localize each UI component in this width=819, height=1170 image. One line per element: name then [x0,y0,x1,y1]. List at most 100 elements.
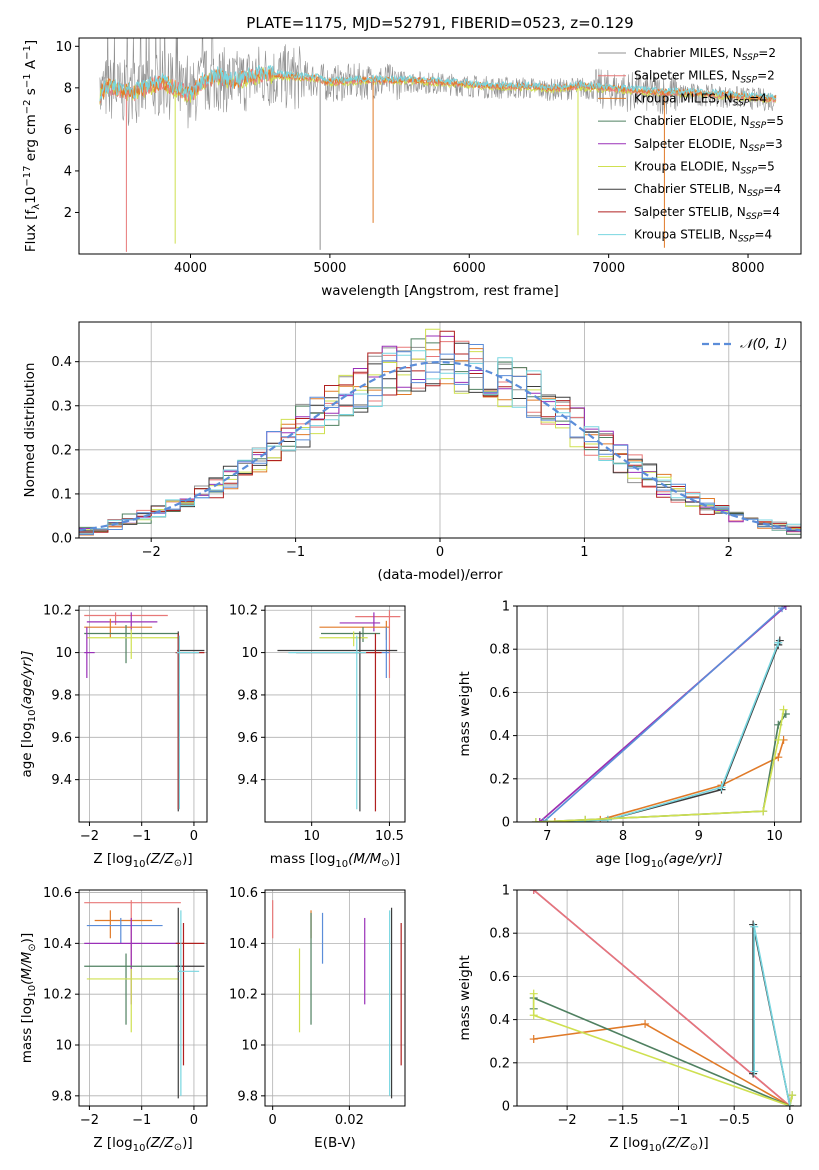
weight-marker [531,818,540,822]
label-part: λ [31,204,42,210]
x-tick-label: 0 [190,829,198,844]
plot-area [79,328,801,536]
panel-spectrum: 4000 5000 6000 7000 8000 2 4 6 8 10 wavelength [An… [22,37,802,299]
spectrum-model-line [99,65,777,102]
legend-label-suffix: =2 [758,46,776,60]
y-axis-label: mass [log10(M/M⊙)] [19,933,38,1063]
x-tick-label: −1 [669,1113,688,1128]
label-part: 10 [133,1143,146,1154]
legend-label-suffix: =5 [757,160,775,174]
y-tick-label: 0 [502,1100,510,1115]
label-part: (Z/Z [661,1135,690,1151]
y-axis-label: mass weight [457,955,473,1040]
y-tick-label: 0.0 [51,532,72,547]
axes-frame [78,37,802,255]
x-axis-label: Z [log10(Z/Z⊙)] [93,851,192,870]
y-tick-label: 0 [502,816,510,831]
x-tick-label: 0 [786,1113,794,1128]
legend-label: Salpeter STELIB, NSSP=4 [634,205,780,222]
x-tick-label: −1 [132,1113,151,1128]
label-part: 10 [133,859,146,870]
weight-marker [529,890,538,894]
legend-label: Chabrier ELODIE, NSSP=5 [634,114,784,131]
y-tick-label: 0.6 [489,970,510,985]
x-tick-label: 4000 [174,261,207,276]
normal-curve [79,360,801,532]
x-tick-label: −1 [286,545,305,560]
label-part: s [23,88,39,99]
legend-label: Chabrier STELIB, NSSP=4 [634,182,781,199]
legend-label-suffix: =2 [757,69,775,83]
y-tick-label: 0.8 [489,643,510,658]
weight-marker [539,818,548,822]
x-tick-label: −0.5 [718,1113,750,1128]
weight-marker [774,638,783,647]
y-tick-label: 10.2 [229,604,258,619]
x-tick-label: 7000 [592,261,625,276]
label-part: A [23,59,39,73]
label-part: −1 [22,45,33,60]
weight-marker [759,807,768,816]
weight-marker [641,1019,650,1028]
x-tick-label: −2 [558,1113,577,1128]
plot-area [529,890,797,1106]
legend-label-text: Chabrier STELIB, N [634,182,747,196]
weight-line [542,607,783,822]
y-tick-label: 2 [64,206,72,221]
label-part: Z [log [609,1135,648,1151]
y-tick-label: 0.6 [489,686,510,701]
legend-label-suffix: =5 [766,114,784,128]
x-tick-label: −2 [142,545,161,560]
label-part: )] [182,851,193,867]
y-tick-label: 10.6 [43,886,72,901]
y-tick-label: 6 [64,123,72,138]
legend-label-sub: SSP [747,189,764,199]
axes-frame [516,889,802,1107]
label-part: (Z/Z [145,1135,174,1151]
weight-marker [581,815,590,822]
x-axis-label: E(B-V) [314,1135,356,1151]
y-tick-label: 10.4 [229,937,258,952]
legend-label-sub: SSP [750,121,767,131]
weight-marker [775,636,784,645]
label-part: erg cm [23,114,39,165]
x-tick-label: −2 [80,829,99,844]
axes-frame [516,605,802,823]
y-tick-label: 10.6 [229,886,258,901]
label-part: −17 [22,166,33,187]
y-tick-label: 9.4 [237,773,258,788]
weight-marker [529,989,538,998]
y-tick-label: 9.8 [237,688,258,703]
x-tick-label: −2 [80,1113,99,1128]
y-tick-label: 10 [241,1039,258,1054]
x-tick-label: 10 [303,829,320,844]
weight-marker [603,815,612,822]
legend-label-suffix: =4 [754,228,772,242]
weight-marker [529,1011,538,1020]
x-axis-label: age [log10(age/yr)] [595,851,722,870]
plot-area [277,610,401,812]
axes-frame [264,889,406,1107]
label-part: age [log [595,851,650,867]
legend-label: Chabrier MILES, NSSP=2 [634,46,776,63]
label-part: )] [182,1135,193,1151]
x-tick-label: −1 [132,829,151,844]
weight-marker [529,1035,538,1044]
y-tick-label: 0.4 [51,355,72,370]
label-part: 10 [651,859,664,870]
x-axis-label: Z [log10(Z/Z⊙)] [93,1135,192,1154]
weight-marker [749,920,758,929]
weight-line [547,642,780,822]
y-tick-label: 0.2 [489,772,510,787]
legend-label-sub: SSP [748,144,765,154]
plot-area [531,606,790,822]
legend-label-sub: SSP [746,212,763,222]
label-part: −1 [22,73,33,88]
y-tick-label: 10 [55,1039,72,1054]
figure-title: PLATE=1175, MJD=52791, FIBERID=0523, z=0… [246,14,633,32]
legend-label-suffix: =3 [765,137,783,151]
legend-label: Kroupa MILES, NSSP=4 [634,91,767,108]
y-tick-label: 0.1 [51,487,72,502]
